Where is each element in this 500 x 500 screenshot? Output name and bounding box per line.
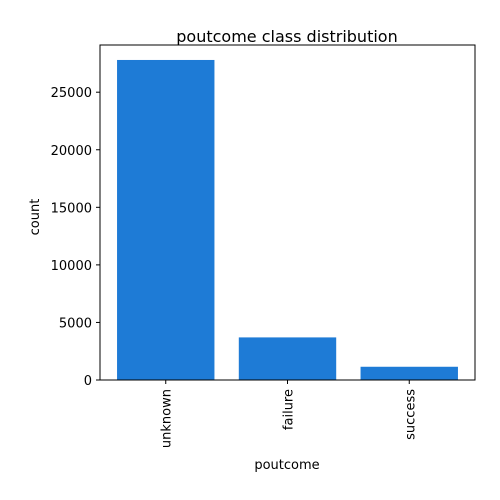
y-tick-label: 20000	[51, 144, 92, 159]
plot-frame	[99, 44, 476, 381]
y-tick-label: 10000	[51, 259, 92, 274]
y-axis: 0 5000 10000 15000 20000 25000	[51, 86, 100, 389]
x-axis-label: poutcome	[254, 458, 319, 473]
chart-title: poutcome class distribution	[176, 27, 397, 46]
bar-success	[360, 366, 458, 380]
x-tick-label-unknown: unknown	[160, 389, 175, 448]
bars-group	[117, 59, 458, 380]
y-tick-label: 15000	[51, 201, 92, 216]
x-tick-label-success: success	[403, 389, 418, 440]
x-tick-label-failure: failure	[282, 389, 297, 430]
bar-unknown	[117, 59, 215, 380]
bar-failure	[238, 337, 337, 380]
y-tick-label: 0	[84, 374, 92, 389]
y-tick-label: 25000	[51, 86, 92, 101]
y-tick-label: 5000	[59, 316, 92, 331]
y-axis-label: count	[28, 199, 43, 236]
x-axis: unknown failure success	[160, 380, 418, 448]
